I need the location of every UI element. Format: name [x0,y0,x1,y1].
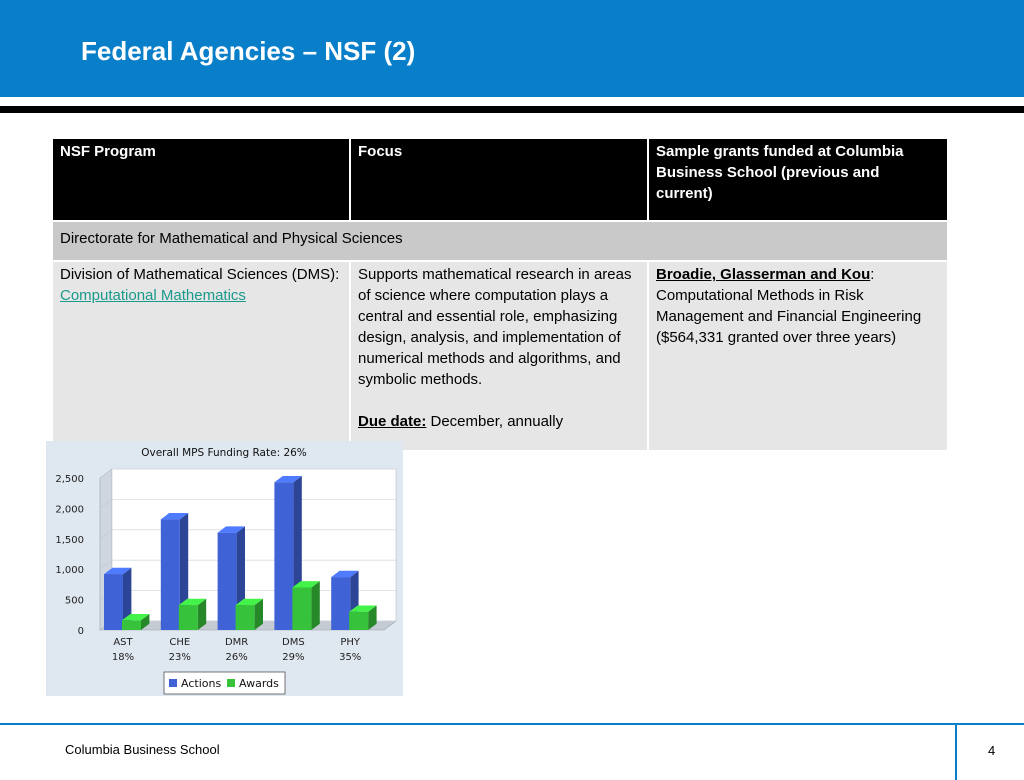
header-rule-thick [0,106,1024,113]
y-tick-label: 1,500 [55,535,84,546]
due-date-label: Due date: [358,413,427,430]
y-tick-label: 2,000 [55,504,84,515]
directorate-row: Directorate for Mathematical and Physica… [51,220,949,262]
grant-colon: : [870,266,875,283]
x-tick-label: AST [113,637,133,648]
legend-label-awards: Awards [239,677,279,690]
legend-swatch-awards [227,679,235,687]
y-tick-label: 500 [65,596,84,607]
x-tick-rate-label: 26% [225,652,247,663]
gridline-side [99,559,113,570]
due-date-value: December, annually [426,413,564,430]
bar-awards-dms [292,581,320,630]
focus-text: Supports mathematical research in areas … [358,266,632,388]
x-tick-rate-label: 23% [169,652,191,663]
slide-title: Federal Agencies – NSF (2) [81,36,416,66]
legend-swatch-actions [169,679,177,687]
mps-funding-chart: Overall MPS Funding Rate: 26% 0 500 1,000 1,… [46,441,403,696]
x-tick-label: DMR [225,637,248,648]
bar-awards-che [178,598,207,630]
header-sample-grants: Sample grants funded at Columbia Busines… [647,137,949,222]
nsf-program-table: NSF Program Focus Sample grants funded a… [51,137,949,452]
gridline-side [99,499,113,509]
chart-svg: Overall MPS Funding Rate: 26% 0 500 1,000 1,… [55,447,397,695]
x-tick-label: DMS [282,637,305,648]
gridline-side [99,529,113,540]
bar-awards-ast [122,613,150,630]
x-tick-rate-label: 29% [282,652,304,663]
grants-cell: Broadie, Glasserman and Kou: Computation… [647,260,949,452]
y-tick-label: 2,500 [55,474,84,485]
y-tick-label: 0 [78,626,84,637]
page-number: 4 [988,743,996,758]
bar-awards-dmr [235,598,263,630]
grant-investigators: Broadie, Glasserman and Kou [656,266,871,283]
footer-rule [0,723,1024,725]
program-cell: Division of Mathematical Sciences (DMS):… [51,260,351,452]
x-tick-rate-label: 35% [339,652,361,663]
chart-legend [163,671,286,695]
footer-school: Columbia Business School [65,742,220,757]
chart-title: Overall MPS Funding Rate: 26% [141,447,307,459]
slide-header: Federal Agencies – NSF (2) [0,0,1024,97]
program-prefix: Division of Mathematical Sciences (DMS): [60,266,340,283]
header-nsf-program: NSF Program [51,137,351,222]
table-header-row: NSF Program Focus Sample grants funded a… [51,137,949,222]
y-tick-label: 1,000 [55,565,84,576]
bar-actions-ast [104,567,132,630]
legend-label-actions: Actions [181,677,221,690]
gridline-side [99,468,113,479]
x-tick-label: PHY [340,637,361,648]
focus-cell: Supports mathematical research in areas … [349,260,649,452]
header-rule-thin [0,97,1024,99]
header-focus: Focus [349,137,649,222]
bar-awards-phy [349,605,377,630]
x-tick-rate-label: 18% [112,652,134,663]
directorate-cell: Directorate for Mathematical and Physica… [51,220,949,262]
table-row: Division of Mathematical Sciences (DMS):… [51,260,949,452]
grant-description: Computational Methods in Risk Management… [656,287,922,346]
x-tick-label: CHE [169,637,190,648]
footer-divider [955,723,957,780]
computational-mathematics-link[interactable]: Computational Mathematics [60,287,246,304]
